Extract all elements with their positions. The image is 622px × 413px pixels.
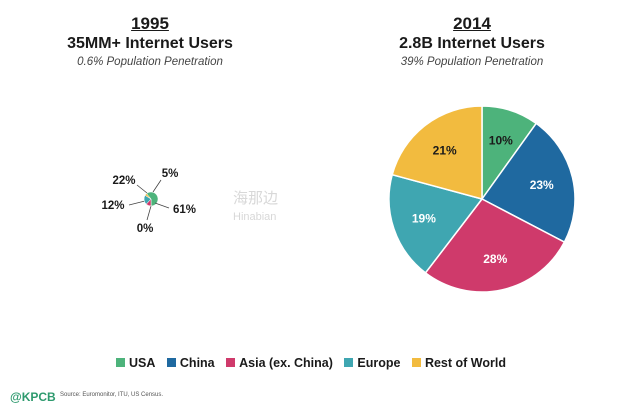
chart-1995-header: 1995 35MM+ Internet Users 0.6% Populatio…	[0, 14, 300, 70]
legend-item-europe: Europe	[344, 356, 400, 370]
pie-2014-slice-china	[480, 122, 576, 244]
legend-swatch-usa	[116, 358, 126, 367]
pie-1995-leader-asia-ex-china	[128, 200, 146, 206]
watermark: 海那边 Hinabian	[233, 190, 278, 226]
pie-1995-label-usa: 61%	[173, 204, 196, 216]
pie-1995-label-china: 0%	[137, 223, 154, 235]
pie-2014-label-usa: 10%	[489, 134, 513, 148]
pie-2014-label-china: 23%	[530, 178, 554, 192]
pie-1995-leader-usa	[154, 202, 170, 209]
pie-chart-2014: 10% 23% 28% 19% 21%	[388, 105, 576, 293]
legend: USA China Asia (ex. China) Europe Rest o…	[0, 356, 622, 370]
legend-swatch-china	[166, 358, 176, 367]
legend-swatch-europe	[344, 358, 354, 367]
kpcb-logo: @KPCB	[10, 390, 56, 404]
chart-1995-title: 35MM+ Internet Users	[67, 35, 233, 52]
legend-label-europe: Europe	[357, 356, 401, 370]
legend-item-rest-of-world: Rest of World	[411, 356, 506, 370]
pie-1995-leader-europe	[136, 184, 148, 194]
pie-1995-label-europe: 22%	[112, 175, 135, 187]
chart-1995-subtitle: 0.6% Population Penetration	[77, 56, 223, 68]
legend-item-asia: Asia (ex. China)	[226, 356, 333, 370]
chart-2014-year: 2014	[453, 14, 491, 33]
chart-2014-title: 2.8B Internet Users	[399, 35, 545, 52]
pie-2014-label-rest-of-world: 21%	[433, 143, 457, 157]
source-note: Source: Euromonitor, ITU, US Census.	[60, 392, 164, 398]
chart-2014-header: 2014 2.8B Internet Users 39% Population …	[322, 14, 622, 70]
pie-1995-slice-rest-of-world	[144, 193, 152, 200]
pie-2014-slice-europe	[388, 173, 484, 274]
legend-label-china: China	[179, 356, 215, 370]
pie-1995-leader-rest-of-world	[152, 179, 162, 193]
pie-2014-label-europe: 19%	[412, 212, 436, 226]
legend-item-usa: USA	[116, 356, 155, 370]
pie-1995-slice-usa	[146, 191, 159, 207]
chart-2014-subtitle: 39% Population Penetration	[400, 56, 544, 68]
legend-label-asia: Asia (ex. China)	[239, 356, 333, 370]
pie-1995-label-asia-ex-china: 12%	[101, 200, 124, 212]
watermark-line-2: Hinabian	[233, 211, 277, 223]
legend-label-rest-of-world: Rest of World	[424, 356, 506, 370]
pie-chart-1995: 61% 0% 12% 22% 5%	[101, 168, 196, 235]
pie-1995-leader-china	[146, 205, 152, 221]
pie-2014-label-asia-ex-china: 28%	[483, 252, 507, 266]
legend-swatch-asia	[226, 358, 236, 367]
legend-label-usa: USA	[129, 356, 156, 370]
legend-item-china: China	[166, 356, 215, 370]
chart-1995-year: 1995	[131, 14, 169, 33]
legend-swatch-rest-of-world	[411, 358, 421, 367]
pie-2014-slice-rest-of-world	[391, 105, 483, 200]
pie-1995-label-rest-of-world: 5%	[162, 168, 179, 180]
pie-2014-slice-asia-ex-china	[424, 198, 566, 293]
watermark-line-1: 海那边	[233, 190, 279, 207]
